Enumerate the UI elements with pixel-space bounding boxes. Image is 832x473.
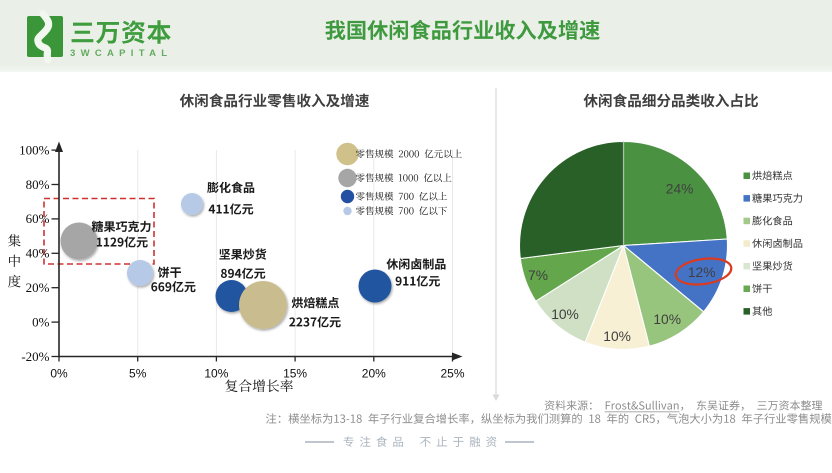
- svg-text:25%: 25%: [440, 367, 464, 381]
- svg-text:-20%: -20%: [21, 349, 49, 364]
- svg-text:24%: 24%: [666, 182, 694, 197]
- svg-text:10%: 10%: [551, 307, 579, 322]
- svg-text:20%: 20%: [362, 367, 386, 381]
- svg-text:7%: 7%: [528, 268, 548, 283]
- svg-text:80%: 80%: [26, 177, 50, 192]
- svg-text:100%: 100%: [19, 142, 50, 157]
- svg-text:10%: 10%: [653, 312, 681, 327]
- svg-text:12%: 12%: [688, 265, 716, 280]
- svg-text:0%: 0%: [50, 367, 68, 381]
- svg-text:20%: 20%: [26, 280, 50, 295]
- svg-text:40%: 40%: [26, 246, 50, 261]
- svg-text:10%: 10%: [603, 329, 631, 344]
- svg-text:10%: 10%: [204, 367, 228, 381]
- svg-text:15%: 15%: [283, 367, 307, 381]
- svg-text:3WCAPITAL: 3WCAPITAL: [70, 48, 172, 59]
- svg-text:0%: 0%: [32, 314, 50, 329]
- svg-text:60%: 60%: [26, 211, 50, 226]
- svg-text:5%: 5%: [129, 367, 147, 381]
